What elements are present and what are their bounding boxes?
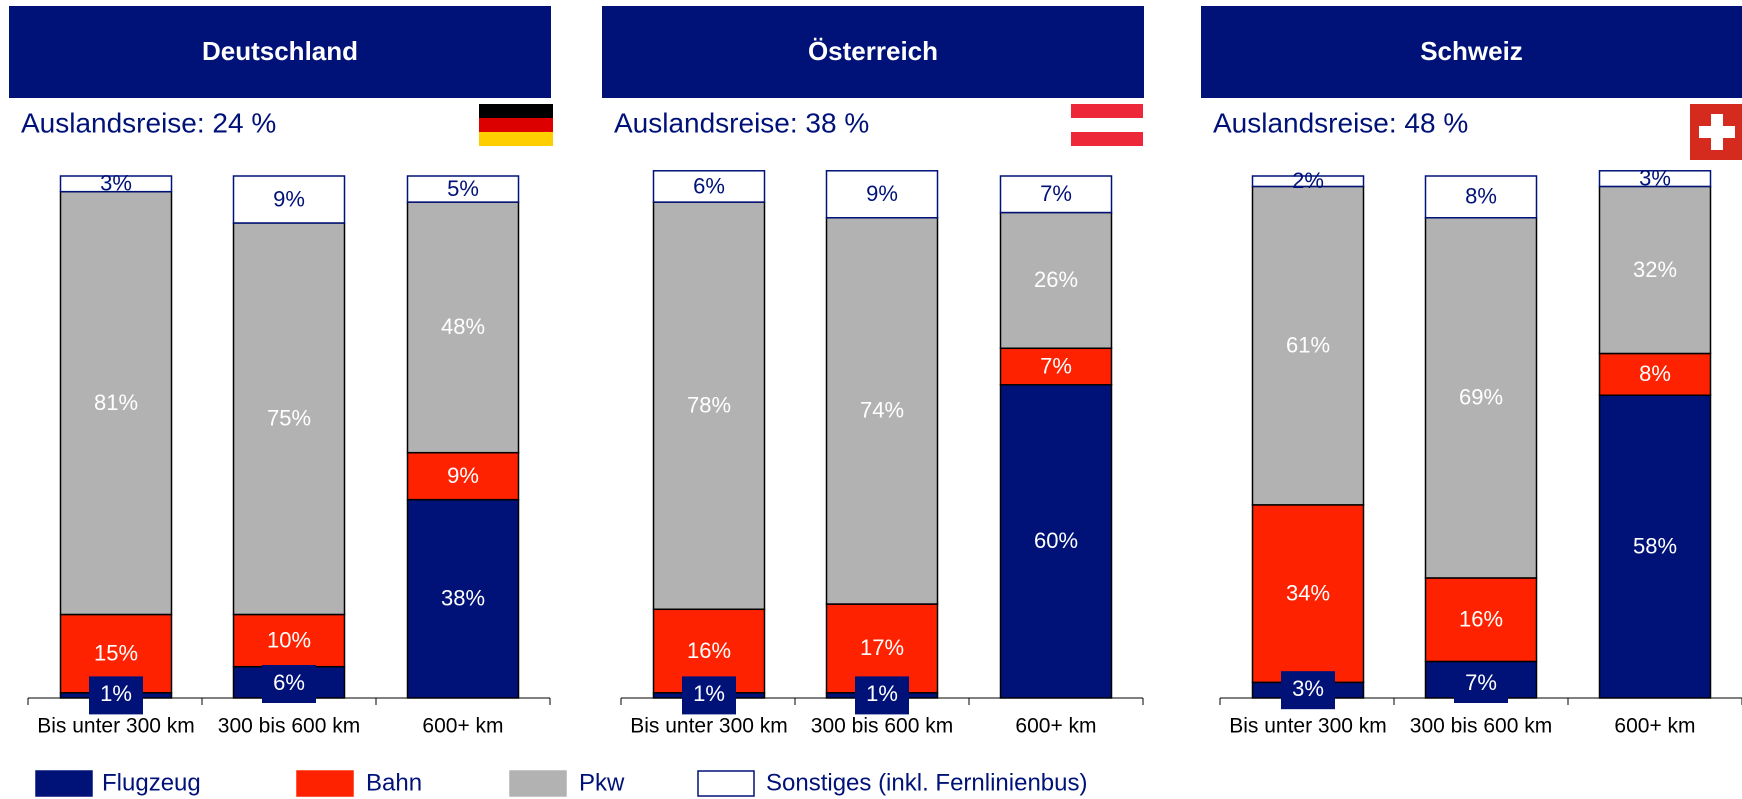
bar-segment	[232, 175, 346, 224]
data-label: 8%	[1465, 184, 1497, 209]
data-label: 3%	[1292, 676, 1324, 701]
data-label: 7%	[1040, 181, 1072, 206]
bar-segment	[1598, 394, 1712, 699]
data-label: 32%	[1633, 257, 1677, 282]
data-label: 1%	[100, 681, 132, 706]
legend-label: Flugzeug	[102, 769, 201, 796]
bar-segment	[406, 175, 520, 203]
data-label: 9%	[447, 463, 479, 488]
bar-segment	[232, 222, 346, 616]
data-label: 7%	[1465, 670, 1497, 695]
legend-swatch	[296, 770, 354, 797]
data-label: 16%	[1459, 607, 1503, 632]
data-label: 1%	[693, 681, 725, 706]
data-label: 2%	[1292, 168, 1324, 193]
subtitle: Auslandsreise: 38 %	[614, 107, 869, 138]
data-label: 26%	[1034, 267, 1078, 292]
legend-swatch	[509, 770, 567, 797]
bar-segment	[652, 170, 766, 203]
data-label: 15%	[94, 640, 138, 665]
bar-segment	[1251, 504, 1365, 684]
panel-header	[9, 6, 551, 98]
subtitle: Auslandsreise: 24 %	[21, 107, 276, 138]
data-label: 61%	[1286, 332, 1330, 357]
x-tick-label: 300 bis 600 km	[811, 715, 953, 738]
subtitle: Auslandsreise: 48 %	[1213, 107, 1468, 138]
x-tick-label: 300 bis 600 km	[1410, 715, 1552, 738]
data-label: 3%	[100, 171, 132, 196]
bar-segment	[999, 384, 1113, 699]
flag-ch	[1690, 104, 1742, 160]
bar-segment	[1598, 170, 1712, 188]
legend-label: Pkw	[579, 769, 625, 796]
bar-segment	[1598, 185, 1712, 355]
x-tick-label: 600+ km	[422, 715, 503, 738]
data-label: 9%	[866, 181, 898, 206]
data-label: 8%	[1639, 361, 1671, 386]
legend-swatch	[35, 770, 93, 797]
data-label: 3%	[1639, 165, 1671, 190]
bar-segment	[1251, 175, 1365, 188]
label-box	[1454, 665, 1508, 703]
data-label: 69%	[1459, 385, 1503, 410]
bar-segment	[1251, 185, 1365, 506]
data-label: 60%	[1034, 528, 1078, 553]
data-label: 6%	[693, 173, 725, 198]
panel-title: Österreich	[808, 36, 938, 66]
label-box	[89, 676, 143, 715]
x-tick-label: Bis unter 300 km	[630, 715, 788, 738]
data-label: 9%	[273, 186, 305, 211]
legend-label: Sonstiges (inkl. Fernlinienbus)	[766, 769, 1087, 796]
bar-segment	[652, 201, 766, 611]
label-box	[682, 676, 736, 715]
data-label: 74%	[860, 398, 904, 423]
bar-segment	[406, 201, 520, 454]
bar-segment	[59, 190, 173, 616]
panel-title: Schweiz	[1420, 36, 1523, 66]
bar-segment	[59, 175, 173, 193]
panel-header	[602, 6, 1144, 98]
legend-swatch	[697, 770, 755, 797]
panel-title: Deutschland	[202, 36, 358, 66]
data-label: 75%	[267, 406, 311, 431]
bar-segment	[825, 217, 939, 605]
x-tick-label: 300 bis 600 km	[218, 715, 360, 738]
x-tick-label: Bis unter 300 km	[1229, 715, 1387, 738]
bar-segment	[1598, 352, 1712, 396]
bar-segment	[999, 347, 1113, 386]
x-tick-label: Bis unter 300 km	[37, 715, 195, 738]
data-label: 81%	[94, 390, 138, 415]
data-label: 58%	[1633, 533, 1677, 558]
bar-segment	[406, 498, 520, 699]
flag-de	[479, 104, 553, 146]
bar-segment	[825, 170, 939, 219]
legend-label: Bahn	[366, 769, 422, 796]
bar-segment	[1424, 577, 1538, 663]
flag-at	[1071, 104, 1143, 146]
data-label: 34%	[1286, 580, 1330, 605]
data-label: 38%	[441, 586, 485, 611]
label-box	[262, 665, 316, 703]
data-label: 7%	[1040, 353, 1072, 378]
label-box	[1281, 671, 1335, 710]
x-tick-label: 600+ km	[1015, 715, 1096, 738]
data-label: 17%	[860, 635, 904, 660]
data-label: 1%	[866, 681, 898, 706]
data-label: 16%	[687, 638, 731, 663]
bar-segment	[232, 613, 346, 668]
data-label: 78%	[687, 392, 731, 417]
data-label: 10%	[267, 627, 311, 652]
data-label: 6%	[273, 670, 305, 695]
label-box	[855, 676, 909, 715]
x-tick-label: 600+ km	[1614, 715, 1695, 738]
data-label: 5%	[447, 176, 479, 201]
bar-segment	[999, 175, 1113, 214]
bar-segment	[1424, 175, 1538, 219]
data-label: 48%	[441, 314, 485, 339]
panel-header	[1201, 6, 1742, 98]
